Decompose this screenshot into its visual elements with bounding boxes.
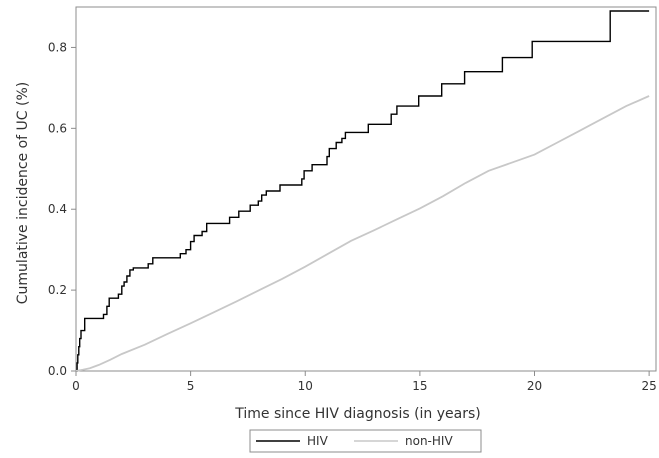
x-tick-label: 0 <box>72 379 80 393</box>
plot-frame <box>75 6 657 372</box>
y-tick-label: 0.4 <box>48 202 67 216</box>
y-axis: 0.0 0.2 0.4 0.6 0.8 <box>48 40 76 378</box>
legend: HIV non-HIV <box>249 429 482 453</box>
legend-label-non-hiv: non-HIV <box>405 434 453 448</box>
y-axis-title: Cumulative incidence of UC (%) <box>15 82 31 304</box>
x-tick-label: 10 <box>298 379 313 393</box>
plot-area <box>75 6 657 372</box>
y-tick-label: 0.2 <box>48 283 67 297</box>
y-tick-label: 0.6 <box>48 121 67 135</box>
series-line-non-hiv <box>75 95 650 372</box>
series-line-hiv <box>76 10 650 372</box>
x-axis-title: Time since HIV diagnosis (in years) <box>234 406 481 422</box>
legend-label-hiv: HIV <box>307 434 329 448</box>
x-tick-label: 15 <box>412 379 427 393</box>
x-tick-label: 5 <box>187 379 195 393</box>
y-tick-label: 0.8 <box>48 40 67 54</box>
x-tick-label: 20 <box>527 379 542 393</box>
y-tick-label: 0.0 <box>48 364 67 378</box>
x-tick-label: 25 <box>641 379 656 393</box>
x-axis: 0 5 10 15 20 25 <box>72 371 657 393</box>
